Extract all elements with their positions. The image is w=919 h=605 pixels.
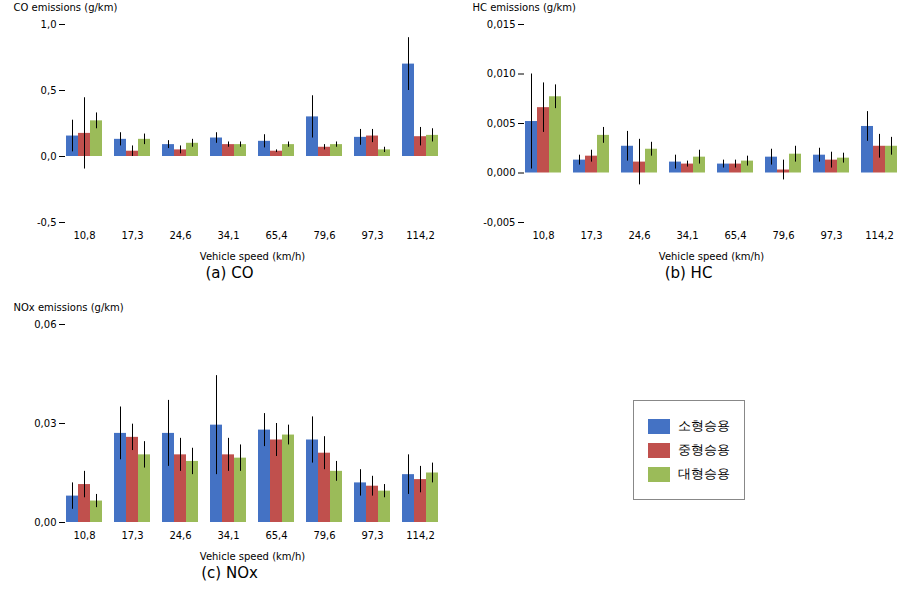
html-text:(a) CO: (a) CO: [205, 264, 254, 282]
svg-text:CO emissions (g/km): CO emissions (g/km): [14, 2, 118, 13]
svg-text:1,0: 1,0: [41, 19, 57, 30]
svg-text:HC emissions (g/km): HC emissions (g/km): [473, 2, 577, 13]
svg-text:79,6: 79,6: [313, 530, 335, 541]
svg-text:65,4: 65,4: [724, 230, 746, 241]
svg-text:97,3: 97,3: [820, 230, 842, 241]
svg-text:NOx emissions (g/km): NOx emissions (g/km): [14, 302, 124, 313]
svg-text:0,5: 0,5: [41, 85, 57, 96]
svg-text:17,3: 17,3: [121, 530, 143, 541]
svg-text:24,6: 24,6: [169, 230, 191, 241]
html-text:(c) NOx: (c) NOx: [201, 564, 258, 582]
svg-text:17,3: 17,3: [121, 230, 143, 241]
svg-text:10,8: 10,8: [73, 530, 95, 541]
html-text:(b) HC: (b) HC: [664, 264, 713, 282]
svg-text:Vehicle speed (km/h): Vehicle speed (km/h): [200, 551, 305, 562]
html-text:소형승용: 소형승용: [677, 418, 730, 433]
svg-text:Vehicle speed (km/h): Vehicle speed (km/h): [200, 251, 305, 262]
svg-text:0,03: 0,03: [34, 418, 56, 429]
svg-text:0,000: 0,000: [487, 167, 516, 178]
svg-text:65,4: 65,4: [265, 530, 287, 541]
svg-text:-0,5: -0,5: [37, 217, 57, 228]
svg-text:24,6: 24,6: [169, 530, 191, 541]
svg-text:-0,005: -0,005: [483, 217, 515, 228]
svg-text:17,3: 17,3: [580, 230, 602, 241]
svg-text:10,8: 10,8: [532, 230, 554, 241]
svg-text:0,015: 0,015: [487, 19, 516, 30]
svg-text:0,0: 0,0: [41, 151, 57, 162]
svg-text:0,06: 0,06: [34, 319, 56, 330]
svg-text:97,3: 97,3: [361, 530, 383, 541]
svg-text:10,8: 10,8: [73, 230, 95, 241]
svg-text:114,2: 114,2: [865, 230, 894, 241]
svg-text:79,6: 79,6: [772, 230, 794, 241]
html-text:대형승용: 대형승용: [677, 466, 730, 481]
svg-text:Vehicle speed (km/h): Vehicle speed (km/h): [659, 251, 764, 262]
svg-text:0,005: 0,005: [487, 118, 516, 129]
svg-text:34,1: 34,1: [217, 530, 239, 541]
svg-text:34,1: 34,1: [676, 230, 698, 241]
svg-text:114,2: 114,2: [406, 530, 435, 541]
html-text:중형승용: 중형승용: [677, 442, 730, 457]
svg-text:0,010: 0,010: [487, 68, 516, 79]
svg-text:0,00: 0,00: [34, 517, 56, 528]
svg-text:114,2: 114,2: [406, 230, 435, 241]
svg-text:24,6: 24,6: [628, 230, 650, 241]
svg-text:65,4: 65,4: [265, 230, 287, 241]
svg-text:97,3: 97,3: [361, 230, 383, 241]
svg-text:34,1: 34,1: [217, 230, 239, 241]
svg-text:79,6: 79,6: [313, 230, 335, 241]
